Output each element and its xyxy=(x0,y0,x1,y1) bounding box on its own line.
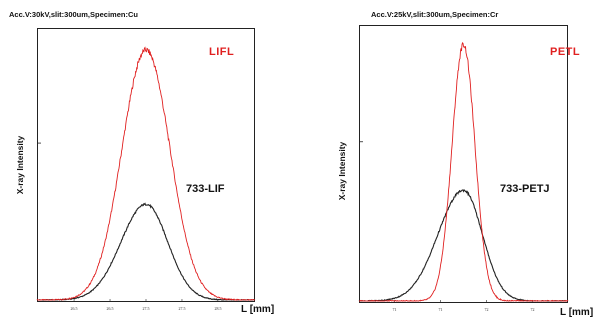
series-line-red xyxy=(36,46,256,301)
x-tick-label: 71 xyxy=(439,307,443,312)
x-tick-label: 28.5 xyxy=(214,306,221,311)
plot-frame xyxy=(359,25,568,303)
x-tick-label: 26.5 xyxy=(71,306,78,311)
chart-title: Acc.V:25kV,slit:300um,Specimen:Cr xyxy=(371,10,499,19)
x-tick-label: 27.5 xyxy=(143,306,150,311)
chart-title: Acc.V:30kV,slit:300um,Specimen:Cu xyxy=(9,10,138,19)
series-line-black xyxy=(358,189,569,302)
chart-panel-cu: Acc.V:30kV,slit:300um,Specimen:Cu X-ray … xyxy=(0,0,300,322)
plot-area-cr: 71 71 72 72 xyxy=(358,25,569,312)
x-tick-label: 72 xyxy=(484,307,488,312)
plot-frame xyxy=(37,28,255,302)
legend-label-red: PETL xyxy=(550,46,581,58)
x-tick-label: 71 xyxy=(393,307,397,312)
x-tick-label: 27.5 xyxy=(178,306,185,311)
chart-panel-cr: Acc.V:25kV,slit:300um,Specimen:Cr X-ray … xyxy=(306,0,609,322)
y-axis-label: X-ray Intensity xyxy=(15,135,25,195)
x-axis-label: L [mm] xyxy=(560,307,594,318)
legend-label-black: 733-PETJ xyxy=(500,183,550,195)
plot-area-cu: 26.5 26.5 27.5 27.5 28.5 xyxy=(36,28,256,311)
legend-label-red: LIFL xyxy=(209,46,235,58)
series-line-red xyxy=(359,42,569,302)
x-tick-label: 72 xyxy=(530,307,534,312)
y-axis-label: X-ray Intensity xyxy=(337,141,347,201)
x-tick-label: 26.5 xyxy=(107,306,114,311)
series-line-black xyxy=(36,202,255,301)
x-axis-label: L [mm] xyxy=(241,304,275,315)
legend-label-black: 733-LIF xyxy=(186,183,225,195)
